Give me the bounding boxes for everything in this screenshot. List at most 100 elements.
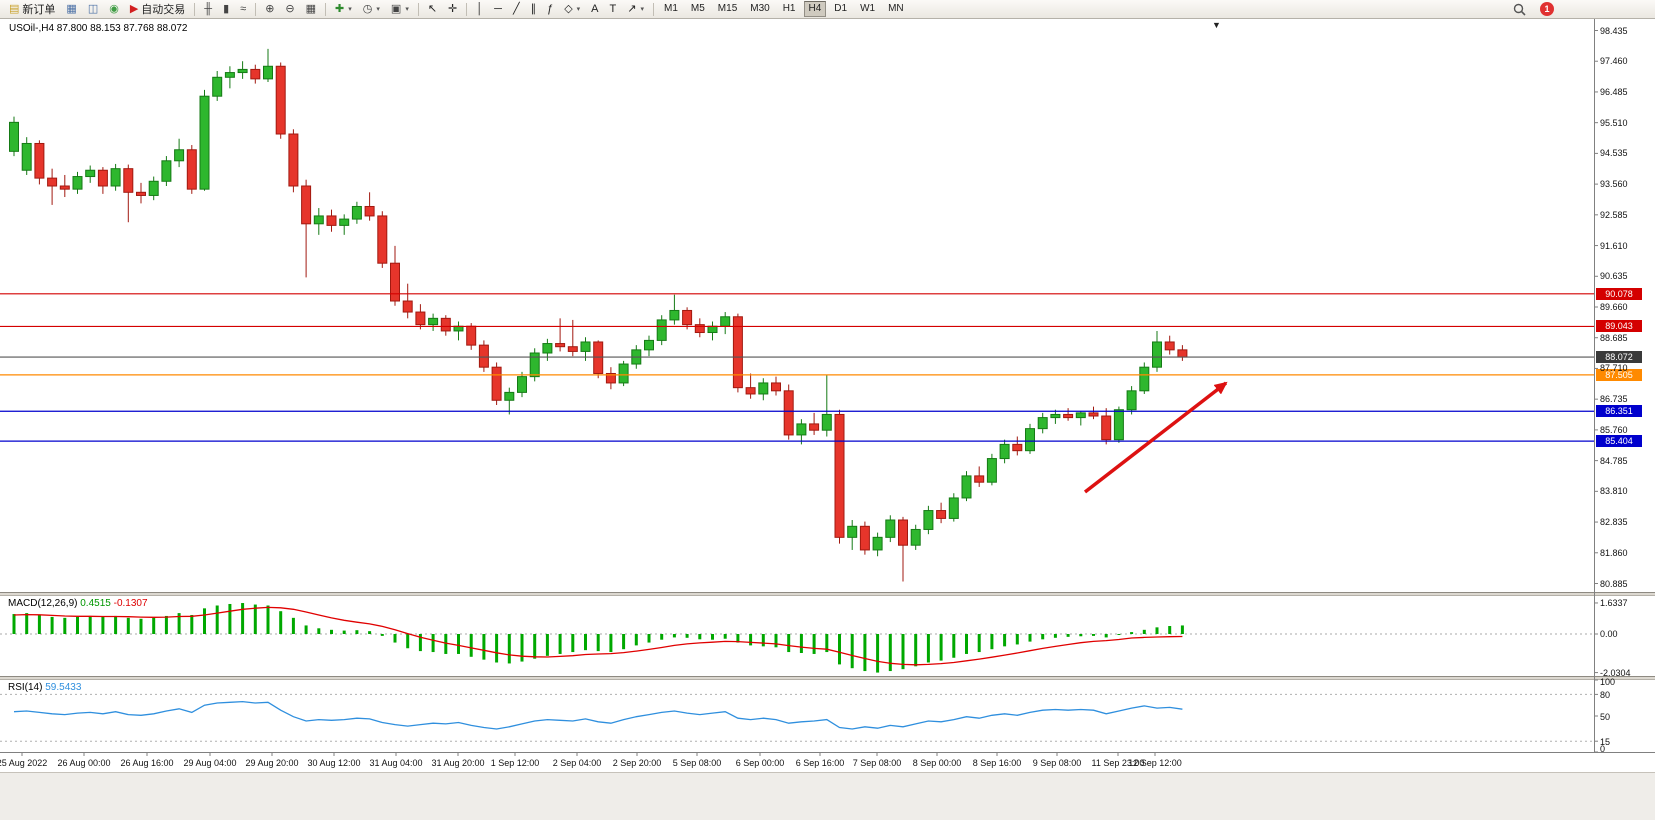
candle [326,209,337,232]
candle [504,387,515,415]
charts-window-icon[interactable]: ▦ [61,0,81,18]
candle [377,211,388,268]
candle [1088,406,1099,420]
candle [351,201,362,224]
candle [47,168,58,205]
price-axis-label: 93.560 [1600,179,1628,190]
time-axis-label: 5 Sep 08:00 [672,758,722,768]
candle [1063,408,1074,421]
charts-window-icon-icon: ▦ [66,3,77,15]
notifications-badge[interactable]: 1 [1540,2,1554,16]
candle [936,502,947,524]
candle [1101,408,1112,445]
candle [453,321,464,341]
new-order-button[interactable]: ▤ 新订单 [4,0,60,18]
trendline-icon-icon: ╱ [512,3,520,15]
rsi-label: RSI(14) 59.5433 [8,682,81,693]
equidistant-channel-icon[interactable]: ∥ [526,0,542,18]
fibonacci-icon-icon: ƒ [547,3,554,15]
candle [999,439,1010,464]
status-strip [0,772,1655,820]
candle [682,307,693,330]
cursor-icon-icon: ↖ [427,3,438,15]
text-label-icon[interactable]: T [605,0,622,18]
price-axis-label: 88.685 [1600,332,1628,343]
zoom-in-icon-icon: ⊕ [265,3,275,15]
price-axis-label: 98.435 [1600,25,1628,36]
tile-windows-icon[interactable]: ▦ [301,0,321,18]
time-axis-label: 30 Aug 12:00 [307,758,361,768]
candle [948,493,959,522]
chart-shift-icon[interactable]: ▼ [1212,20,1221,30]
horizontal-line-icon[interactable]: ─ [489,0,507,18]
new-chart-icon[interactable]: ✚ ▾ [330,0,357,18]
candlestick-chart-icon[interactable]: ▮ [218,0,234,18]
timeframe-mn-button[interactable]: MN [888,3,904,14]
auto-trading-button[interactable]: ▶ 自动交易 [125,0,190,18]
timeframe-h4-button[interactable]: H4 [803,1,827,17]
line-chart-icon-icon: ≈ [240,3,247,15]
candle [605,367,616,390]
candle [885,515,896,543]
text-icon[interactable]: A [586,0,603,18]
community-icon-icon: ◉ [109,3,119,15]
price-tag: 86.351 [1596,405,1642,418]
time-axis-label: 6 Sep 16:00 [795,758,845,768]
text-label-icon-icon: T [609,3,617,15]
arrows-icon-icon: ↗ [627,3,637,15]
timeframe-w1-button[interactable]: W1 [860,3,876,14]
tile-windows-icon-icon: ▦ [305,3,317,15]
timeframe-m30-button[interactable]: M30 [750,3,770,14]
macd-axis-label: 0.00 [1600,629,1618,639]
price-axis-label: 92.585 [1600,209,1628,220]
price-axis-label: 81.860 [1600,547,1628,558]
candle [466,323,477,350]
time-axis-label: 11 Sep 23:00 [1091,758,1145,768]
price-axis-label: 86.735 [1600,394,1628,405]
candle [1177,345,1188,361]
search-icon[interactable] [1508,0,1531,18]
fibonacci-icon[interactable]: ƒ [542,0,558,18]
price-tag: 87.505 [1596,368,1642,381]
equidistant-channel-icon-icon: ∥ [530,3,537,15]
candle [1126,386,1137,415]
vertical-line-icon[interactable]: │ [471,0,488,18]
trend-arrow[interactable] [1083,381,1228,494]
timeframe-m5-button[interactable]: M5 [690,3,705,14]
shapes-icon[interactable]: ◇ ▾ [559,0,585,18]
candle [567,319,578,357]
zoom-out-icon[interactable]: ⊖ [280,0,299,18]
templates-icon[interactable]: ▣ ▾ [386,0,414,18]
candle [21,137,32,175]
rsi-axis-label: 100 [1600,677,1616,687]
market-watch-icon[interactable]: ◫ [83,0,103,18]
candle [72,171,83,194]
toolbar: ▤ 新订单 ▦ ◫ ◉ ▶ 自动交易 ╫ ▮ ≈ ⊕ ⊖ ▦ ✚ ▾ ◷ ▾ ▣ ▾ ↖ ✛ │ ─ ╱ ∥ ƒ ◇ ▾ A T ↗ ▾ M1 M… [0,0,1655,19]
time-axis-label: 6 Sep 00:00 [735,758,785,768]
candle [301,179,312,278]
timeframe-d1-button[interactable]: D1 [834,3,848,14]
candle [478,340,489,372]
chart-area: USOil-,H4 87.800 88.153 87.768 88.072 ▼ … [0,19,1655,820]
candle [313,208,324,235]
price-axis-label: 82.835 [1600,517,1628,528]
candle [237,61,248,79]
candle [974,466,985,487]
bar-chart-icon[interactable]: ╫ [199,0,217,18]
zoom-in-icon[interactable]: ⊕ [260,0,279,18]
trendline-icon[interactable]: ╱ [508,0,525,18]
arrows-icon[interactable]: ↗ ▾ [622,0,649,18]
time-axis-label: 1 Sep 12:00 [490,758,540,768]
candle [720,312,731,335]
crosshair-icon[interactable]: ✛ [443,0,462,18]
timeframe-m1-button[interactable]: M1 [663,3,678,14]
community-icon[interactable]: ◉ [104,0,124,18]
toolbar-separator [325,2,327,16]
timeframe-h1-button[interactable]: H1 [782,3,796,14]
line-chart-icon[interactable]: ≈ [235,0,251,18]
timeframe-m15-button[interactable]: M15 [717,3,738,14]
cursor-icon[interactable]: ↖ [423,0,442,18]
macd-label: MACD(12,26,9) 0.4515 -0.1307 [8,598,148,609]
candle [707,321,718,341]
periodicity-icon[interactable]: ◷ ▾ [358,0,385,18]
